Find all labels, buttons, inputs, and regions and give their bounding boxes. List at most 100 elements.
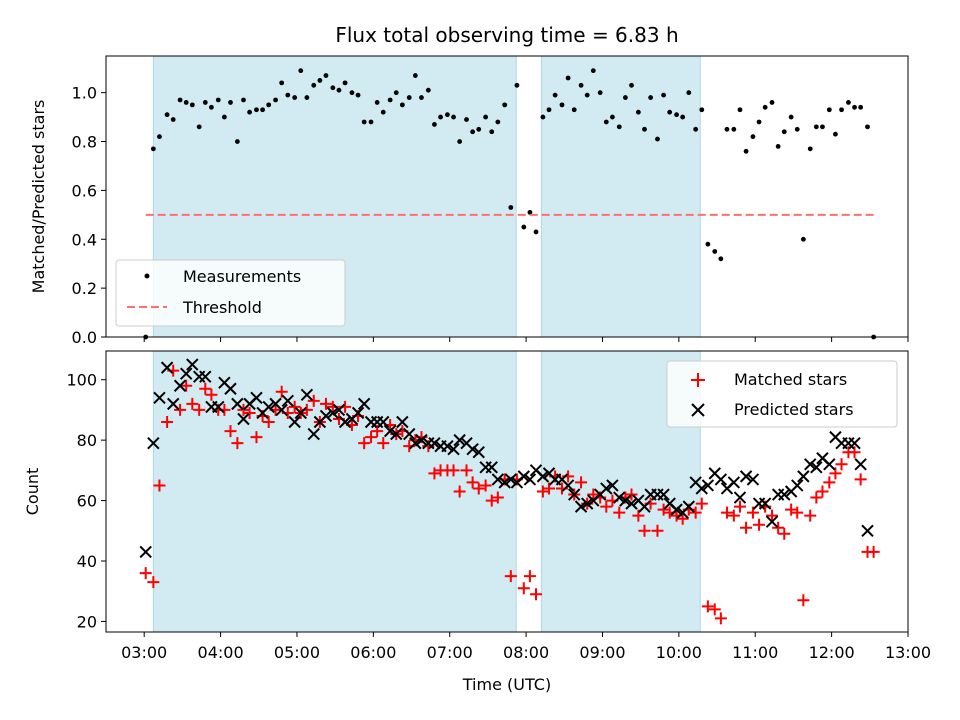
x-tick-label: 06:00 bbox=[350, 643, 396, 662]
matched-star-point bbox=[485, 494, 498, 507]
measurement-point bbox=[406, 95, 412, 100]
measurement-point bbox=[273, 97, 278, 103]
measurement-point bbox=[674, 112, 679, 118]
predicted-star-point bbox=[403, 427, 416, 441]
matched-star-point bbox=[307, 394, 320, 407]
bottom-series bbox=[139, 358, 880, 625]
predicted-star-point bbox=[250, 391, 263, 405]
measurement-point bbox=[705, 241, 711, 247]
matched-star-point bbox=[797, 594, 810, 607]
predicted-star-point bbox=[714, 473, 728, 486]
measurement-point bbox=[470, 129, 476, 135]
matched-star-point bbox=[243, 406, 256, 419]
measurement-point bbox=[762, 104, 768, 110]
matched-star-point bbox=[714, 612, 727, 625]
legend-measurements-label: Measurements bbox=[183, 267, 301, 286]
measurement-point bbox=[826, 107, 832, 113]
matched-star-point bbox=[733, 500, 746, 513]
matched-star-point bbox=[453, 485, 466, 498]
predicted-star-point bbox=[739, 470, 753, 483]
legend-measurements-marker bbox=[144, 273, 150, 279]
matched-star-point bbox=[701, 600, 714, 613]
matched-star-point bbox=[625, 488, 638, 501]
measurement-point bbox=[616, 124, 622, 130]
predicted-star-point bbox=[160, 361, 174, 374]
matched-star-point bbox=[262, 416, 275, 429]
measurement-point bbox=[699, 107, 705, 113]
measurement-point bbox=[642, 126, 647, 132]
predicted-star-point bbox=[294, 406, 307, 420]
predicted-star-point bbox=[619, 494, 632, 507]
measurement-point bbox=[788, 114, 794, 120]
observing-window-1 bbox=[540, 55, 701, 338]
measurement-point bbox=[342, 80, 348, 86]
predicted-star-point bbox=[758, 497, 772, 510]
predicted-star-point bbox=[338, 415, 352, 429]
measurement-point bbox=[775, 144, 781, 149]
measurement-point bbox=[508, 205, 514, 210]
bottom-y-ticks: 20 40 60 80 100 bbox=[66, 371, 106, 631]
chart-title: Flux total observing time = 6.83 h bbox=[335, 23, 678, 47]
predicted-star-point bbox=[231, 397, 244, 411]
y-tick-label: 60 bbox=[77, 492, 97, 511]
matched-star-point bbox=[288, 400, 301, 413]
predicted-star-point bbox=[727, 476, 741, 489]
measurement-point bbox=[839, 107, 844, 113]
matched-star-point bbox=[657, 503, 670, 516]
measurement-point bbox=[304, 95, 310, 100]
measurement-point bbox=[712, 249, 718, 254]
y-tick-label: 20 bbox=[77, 612, 97, 631]
predicted-star-point bbox=[670, 503, 683, 516]
matched-star-point bbox=[587, 488, 600, 501]
bottom-panel: 20 40 60 80 100 03:00 04:00 05:00 06:00 07:00 08:… bbox=[23, 350, 931, 694]
predicted-star-point bbox=[173, 379, 187, 392]
y-tick-label: 100 bbox=[66, 371, 97, 390]
predicted-star-point bbox=[561, 479, 575, 492]
predicted-star-point bbox=[810, 461, 823, 474]
bottom-panel-frame bbox=[105, 350, 909, 633]
measurement-point bbox=[552, 92, 558, 98]
measurement-point bbox=[865, 124, 870, 130]
matched-star-point bbox=[854, 473, 867, 486]
predicted-star-point bbox=[300, 388, 314, 402]
predicted-star-point bbox=[701, 479, 715, 492]
predicted-star-point bbox=[224, 382, 237, 395]
matched-star-point bbox=[740, 521, 753, 534]
matched-star-point bbox=[708, 603, 721, 616]
predicted-star-point bbox=[580, 497, 594, 510]
predicted-star-point bbox=[396, 415, 409, 429]
predicted-star-point bbox=[778, 488, 791, 501]
predicted-star-point bbox=[307, 427, 320, 441]
measurement-point bbox=[533, 229, 539, 235]
measurement-point bbox=[495, 119, 501, 125]
matched-star-point bbox=[275, 385, 288, 398]
y-tick-label: 0.4 bbox=[72, 230, 97, 249]
predicted-star-point bbox=[682, 500, 695, 513]
measurement-point bbox=[330, 85, 336, 91]
measurement-point bbox=[438, 114, 443, 120]
measurement-point bbox=[731, 126, 737, 132]
measurement-point bbox=[597, 90, 603, 96]
matched-star-point bbox=[186, 397, 199, 410]
measurement-point bbox=[355, 92, 361, 98]
predicted-star-point bbox=[147, 436, 160, 450]
predicted-star-point bbox=[791, 479, 804, 492]
matched-star-point bbox=[517, 582, 530, 595]
measurement-point bbox=[228, 100, 233, 105]
measurement-point bbox=[387, 97, 393, 103]
measurement-point bbox=[680, 114, 686, 120]
measurement-point bbox=[464, 117, 469, 122]
matched-star-point bbox=[575, 476, 588, 489]
matched-star-point bbox=[632, 509, 645, 522]
matched-star-point bbox=[377, 437, 390, 450]
measurement-point bbox=[399, 102, 405, 108]
matched-star-point bbox=[161, 416, 174, 429]
x-tick-label: 07:00 bbox=[427, 643, 473, 662]
predicted-star-point bbox=[357, 397, 371, 411]
matched-star-point bbox=[689, 506, 702, 519]
predicted-star-point bbox=[428, 436, 441, 450]
bottom-x-ticks: 03:00 04:00 05:00 06:00 07:00 08:00 09:00 10:00… bbox=[121, 632, 931, 662]
matched-star-point bbox=[428, 467, 441, 480]
predicted-star-point bbox=[606, 479, 619, 492]
predicted-star-point bbox=[275, 403, 288, 417]
